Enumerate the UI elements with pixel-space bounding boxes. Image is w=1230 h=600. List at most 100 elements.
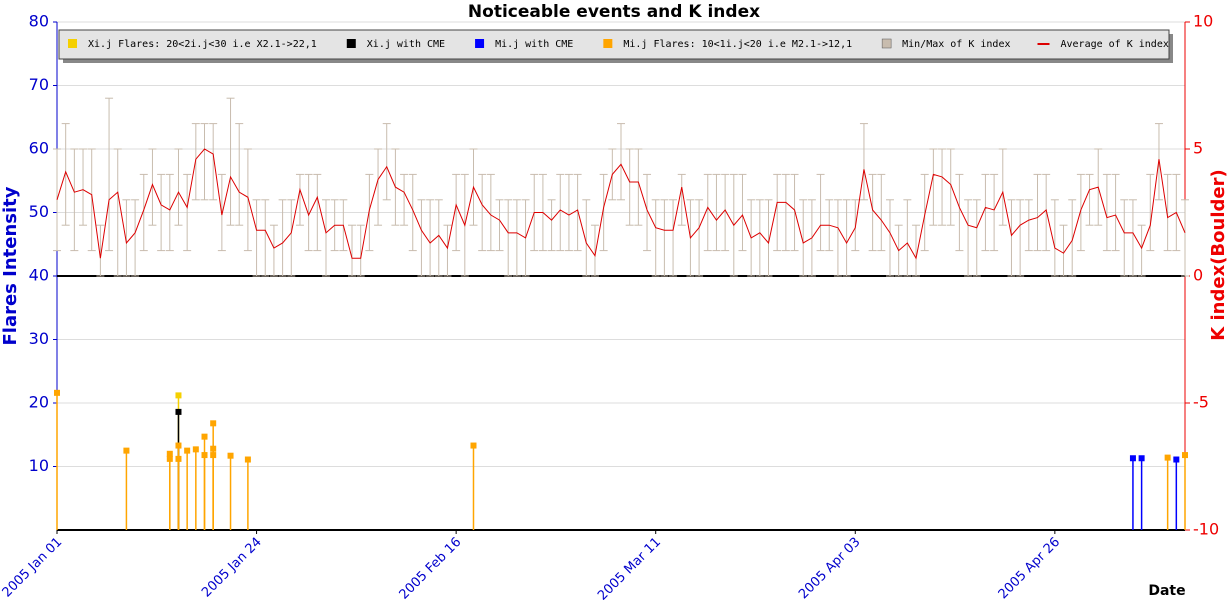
flare-marker: [175, 442, 182, 449]
k-range: [1076, 173, 1085, 252]
y2-tick-label: 10: [1193, 12, 1213, 31]
y-tick-label: 30: [29, 329, 49, 348]
k-range: [183, 173, 192, 252]
k-range: [712, 173, 721, 252]
k-range: [79, 148, 88, 226]
k-range: [660, 199, 669, 277]
k-range: [790, 173, 799, 252]
k-range: [651, 199, 660, 277]
x-axis-label: Date: [1148, 583, 1185, 599]
k-range: [174, 148, 183, 226]
k-range: [643, 173, 652, 252]
k-range: [321, 199, 330, 277]
k-range: [226, 97, 235, 226]
y2-tick-label: 5: [1193, 139, 1203, 158]
flare-marker: [166, 450, 173, 457]
k-range: [599, 173, 608, 252]
k-range: [122, 199, 131, 277]
k-range: [1068, 199, 1077, 277]
k-range: [920, 173, 929, 252]
k-range: [859, 123, 868, 201]
k-range: [1033, 173, 1042, 252]
flare-marker: [1173, 456, 1180, 463]
k-range: [426, 199, 435, 277]
k-range: [131, 199, 140, 277]
k-range: [998, 148, 1007, 226]
k-range: [504, 199, 513, 277]
k-range: [1137, 224, 1146, 277]
k-range: [269, 224, 278, 277]
k-range: [200, 123, 209, 201]
k-range: [938, 148, 947, 226]
legend-swatch: [346, 39, 356, 48]
flare-marker: [470, 442, 477, 449]
k-range: [695, 199, 704, 277]
flare-marker: [201, 452, 208, 459]
y-tick-label: 60: [29, 139, 49, 158]
k-range: [252, 199, 261, 277]
k-range: [1085, 173, 1094, 226]
k-range: [295, 173, 304, 226]
legend-swatch: [68, 39, 77, 48]
k-range: [61, 123, 70, 226]
k-range: [1050, 199, 1059, 277]
k-range: [209, 123, 218, 201]
k-average-line: [56, 148, 1186, 260]
k-range: [356, 224, 365, 277]
k-range: [582, 199, 591, 277]
k-range: [408, 173, 417, 252]
k-range: [313, 173, 322, 252]
k-range: [799, 199, 808, 277]
k-range: [929, 148, 938, 226]
y-tick-label: 80: [29, 12, 49, 31]
k-range: [417, 199, 426, 277]
k-range: [287, 199, 296, 277]
k-range: [512, 199, 521, 277]
k-range: [816, 173, 825, 252]
k-range: [955, 173, 964, 252]
y2-tick-label: 0: [1193, 266, 1203, 285]
k-range: [304, 173, 313, 252]
k-range: [261, 199, 270, 277]
flare-marker: [210, 452, 217, 459]
y-axis-label: Flares Intensity: [0, 186, 21, 345]
k-range: [625, 148, 634, 226]
k-range: [556, 173, 565, 252]
k-range: [105, 97, 114, 252]
k-range: [833, 199, 842, 277]
legend-label: Xi.j with CME: [367, 39, 445, 50]
flare-marker: [184, 447, 191, 454]
k-range: [1007, 199, 1016, 277]
flare-marker: [175, 392, 182, 399]
k-range: [434, 199, 443, 277]
flare-marker: [1182, 452, 1188, 459]
k-range: [495, 199, 504, 252]
k-range: [139, 173, 148, 252]
flare-marker: [210, 420, 217, 427]
k-range: [96, 224, 105, 277]
k-range: [755, 199, 764, 277]
k-range: [1024, 199, 1033, 252]
k-range: [400, 173, 409, 226]
k-range: [738, 173, 747, 252]
k-range: [87, 148, 96, 252]
k-range: [547, 199, 556, 252]
flare-marker: [201, 433, 208, 440]
k-range: [721, 173, 730, 252]
k-range: [781, 173, 790, 252]
k-range: [634, 148, 643, 226]
k-range: [677, 173, 686, 226]
k-range: [964, 199, 973, 277]
k-range: [573, 173, 582, 252]
k-range: [1120, 199, 1129, 277]
k-range: [486, 173, 495, 252]
k-range: [773, 173, 782, 252]
flare-marker: [227, 452, 234, 459]
y2-tick-label: -5: [1193, 393, 1209, 412]
k-range: [590, 224, 599, 277]
flare-marker: [192, 446, 199, 453]
k-range: [868, 173, 877, 252]
k-range: [912, 224, 921, 277]
